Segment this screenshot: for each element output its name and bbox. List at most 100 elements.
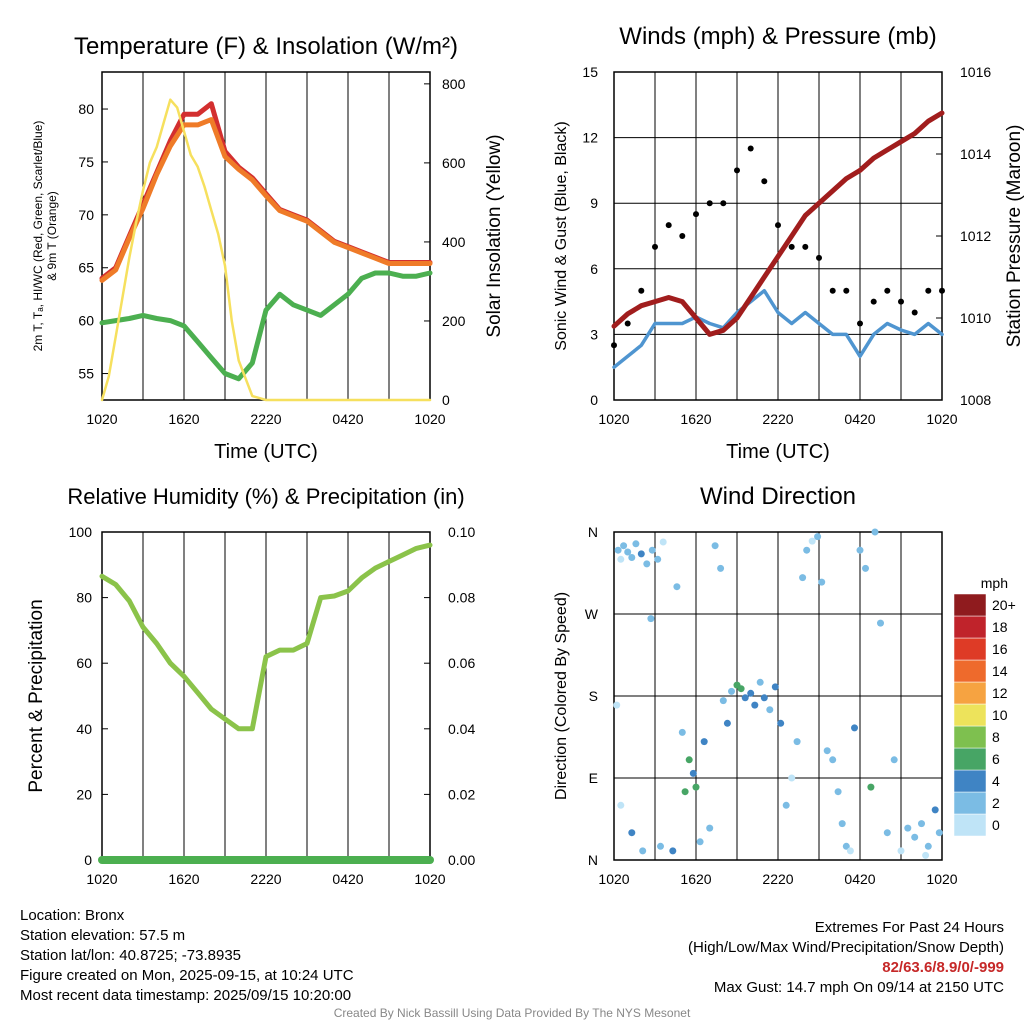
rh-ytick-label: 80 <box>76 590 92 606</box>
gust-point <box>857 320 863 327</box>
latlon-text: Station lat/lon: 40.8725; -73.8935 <box>20 947 242 964</box>
colorbar-label: 4 <box>992 773 1000 789</box>
direction-point <box>657 842 664 850</box>
direction-point <box>696 838 704 846</box>
temp-y2tick-label: 800 <box>442 76 466 92</box>
wind-xtick-label: 2220 <box>762 411 793 427</box>
colorbar-swatch <box>953 593 987 617</box>
direction-point <box>877 619 884 627</box>
location-text: Location: Bronx <box>20 907 125 924</box>
colorbar-swatch <box>953 637 987 661</box>
direction-point <box>924 842 932 850</box>
direction-point <box>747 689 755 697</box>
wind-ytick-label: 9 <box>590 195 598 211</box>
temp-xtick-label: 0420 <box>332 411 363 427</box>
direction-point <box>842 842 850 850</box>
temp-ylabel-left-2: & 9m T (Orange) <box>45 191 59 281</box>
wind-ytick-label: 6 <box>590 261 598 277</box>
rh-ytick-label: 20 <box>76 786 92 802</box>
direction-point <box>856 546 864 554</box>
gust-point <box>706 200 713 207</box>
direction-point <box>654 555 662 563</box>
temp-ylabel-left-1: 2m T, Tₐ, HI/WC (Red, Green, Scarlet/Blu… <box>31 121 45 352</box>
colorbar-label: 0 <box>992 817 1000 833</box>
rh-y2tick-label: 0.06 <box>448 655 475 671</box>
colorbar-label: 2 <box>992 795 1000 811</box>
direction-point <box>614 546 622 554</box>
direction-point <box>782 801 790 809</box>
extremes-subtitle: (High/Low/Max Wind/Precipitation/Snow De… <box>688 939 1004 956</box>
direction-point <box>620 542 628 550</box>
rh-xtick-label: 1020 <box>414 871 445 887</box>
dir-ytick-label: S <box>589 688 598 704</box>
gust-point <box>898 298 904 305</box>
direction-point <box>728 687 735 695</box>
rh-ytick-label: 60 <box>76 655 92 671</box>
gust-point <box>679 233 686 239</box>
gust-point <box>788 243 795 250</box>
wind-speed-line <box>612 288 944 369</box>
rh-y2tick-label: 0.00 <box>448 852 475 868</box>
gust-point <box>843 287 850 294</box>
gust-point <box>925 287 932 294</box>
colorbar-label: 20+ <box>992 597 1016 613</box>
direction-point <box>883 829 891 837</box>
dir-title: Wind Direction <box>700 483 856 510</box>
direction-point <box>613 701 621 709</box>
direction-point <box>814 533 822 541</box>
colorbar-title: mph <box>981 575 1008 591</box>
wind-y2tick-label: 1016 <box>960 64 991 80</box>
colorbar-label: 8 <box>992 729 1000 745</box>
direction-point <box>741 694 749 702</box>
gust-point <box>638 287 645 294</box>
direction-point <box>617 555 625 563</box>
wind-xtick-label: 1620 <box>680 411 711 427</box>
dir-ylabel-left: Direction (Colored By Speed) <box>553 592 570 800</box>
dir-xtick-label: 1620 <box>680 871 711 887</box>
direction-point <box>793 738 801 746</box>
wind-y2tick-label: 1008 <box>960 392 991 408</box>
gust-point <box>624 320 631 327</box>
colorbar-swatch <box>953 813 987 837</box>
direction-point <box>648 546 656 554</box>
station-info: Location: Bronx Station elevation: 57.5 … <box>20 906 354 1006</box>
direction-point <box>711 542 719 550</box>
direction-point <box>931 806 939 814</box>
temp-xtick-label: 2220 <box>250 411 281 427</box>
colorbar-swatch <box>953 769 987 793</box>
gust-point <box>939 287 945 294</box>
temp-series-2 <box>99 270 433 382</box>
direction-point <box>904 824 912 832</box>
direction-point <box>692 783 700 791</box>
direction-point <box>846 847 854 855</box>
wind-xlabel: Time (UTC) <box>726 441 830 463</box>
direction-point <box>669 847 677 855</box>
temp-ylabel-right: Solar Insolation (Yellow) <box>484 134 505 337</box>
direction-point <box>867 783 875 791</box>
gust-point <box>829 287 836 294</box>
dir-xtick-label: 0420 <box>844 871 875 887</box>
rh-ytick-label: 40 <box>76 721 92 737</box>
direction-point <box>689 769 697 777</box>
direction-point <box>818 578 826 586</box>
rh-ylabel-left: Percent & Precipitation <box>26 599 47 792</box>
direction-point <box>643 560 651 568</box>
colorbar-swatch <box>953 791 987 815</box>
direction-point <box>647 615 655 623</box>
colorbar-label: 18 <box>992 619 1008 635</box>
direction-point <box>771 683 779 691</box>
direction-point <box>700 738 708 746</box>
rh-y2tick-label: 0.08 <box>448 590 475 606</box>
gust-point <box>734 167 740 174</box>
temp-xtick-label: 1020 <box>414 411 445 427</box>
direction-point <box>628 554 636 561</box>
colorbar-swatch <box>953 703 987 727</box>
wind-xtick-label: 0420 <box>844 411 875 427</box>
colorbar-swatch <box>953 681 987 705</box>
temp-series-3 <box>100 98 432 402</box>
temp-y2tick-label: 200 <box>442 313 466 329</box>
direction-point <box>829 756 837 764</box>
colorbar-swatch <box>953 725 987 749</box>
direction-point <box>659 538 667 546</box>
